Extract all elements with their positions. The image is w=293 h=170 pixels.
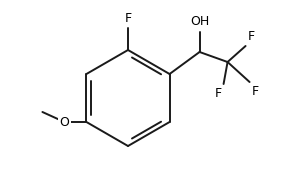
Text: OH: OH: [190, 15, 209, 28]
Text: F: F: [125, 12, 132, 25]
Text: F: F: [248, 30, 255, 43]
Text: O: O: [59, 115, 69, 129]
Text: F: F: [252, 85, 259, 98]
Text: F: F: [214, 87, 222, 100]
